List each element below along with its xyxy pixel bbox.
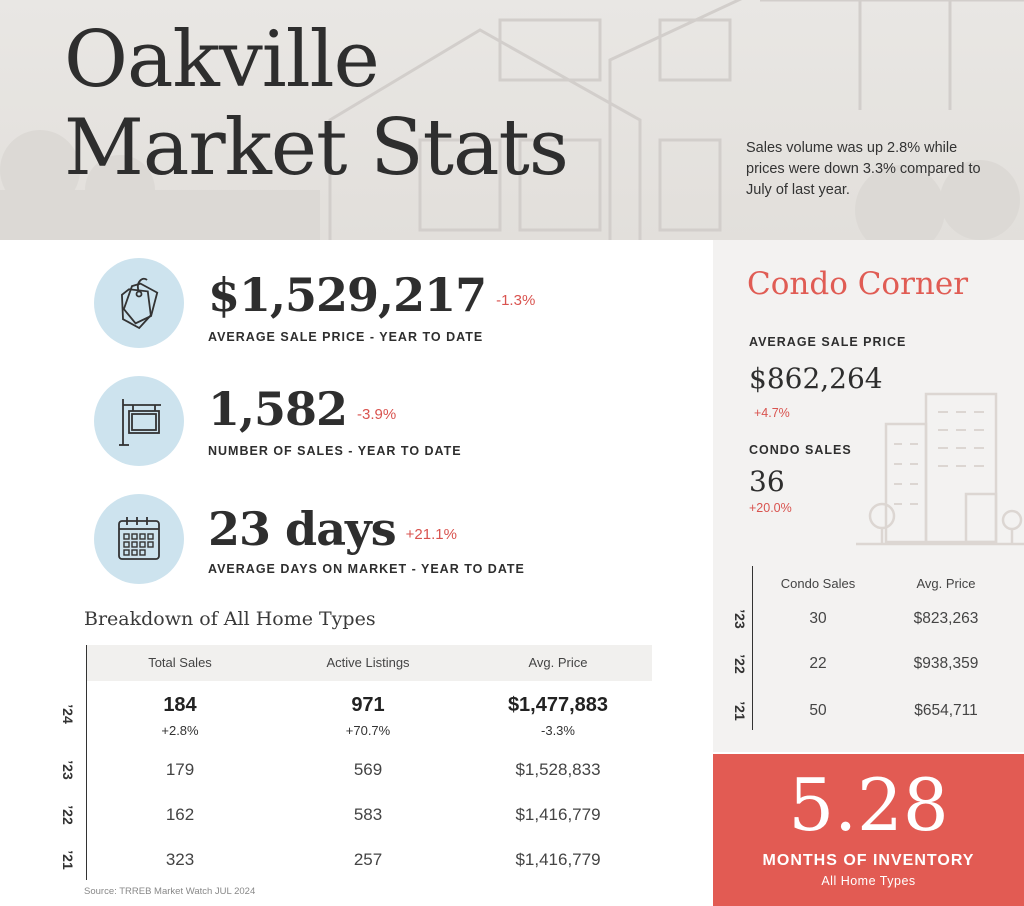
condo-sales-change: +20.0% <box>749 501 792 515</box>
condo-avg-price-label: AVERAGE SALE PRICE <box>749 335 907 349</box>
stat-label: AVERAGE DAYS ON MARKET - YEAR TO DATE <box>208 562 525 576</box>
column-header-active-listings: Active Listings <box>326 655 410 670</box>
cell-active-listings: 971 <box>351 694 385 716</box>
house-background-illustration <box>0 0 1024 240</box>
cell-avg-price: $1,416,779 <box>515 805 601 824</box>
cell-active-listings-change: +70.7% <box>345 723 391 738</box>
cell-total-sales-change: +2.8% <box>161 723 199 738</box>
calendar-icon <box>94 494 184 584</box>
row-year: ’21 <box>732 701 748 721</box>
row-year: ’23 <box>732 609 748 629</box>
column-header-condo-avg-price: Avg. Price <box>916 576 976 591</box>
cell-condo-avg-price: $823,263 <box>913 610 979 627</box>
condo-sales-label: CONDO SALES <box>749 443 852 457</box>
market-summary: Sales volume was up 2.8% while prices we… <box>746 140 981 198</box>
breakdown-table-header: Total Sales Active Listings Avg. Price <box>86 645 652 681</box>
cell-total-sales: 179 <box>165 760 195 779</box>
cell-condo-sales: 30 <box>809 610 827 627</box>
condo-avg-price-value: $862,264 <box>749 362 883 395</box>
title-line-1: Oakville <box>64 15 380 105</box>
cell-active-listings: 257 <box>353 850 383 869</box>
table-divider <box>86 645 87 880</box>
months-of-inventory-panel: 5.28 MONTHS OF INVENTORY All Home Types <box>713 754 1024 906</box>
cell-avg-price: $1,528,833 <box>515 760 601 779</box>
column-header-condo-sales: Condo Sales <box>780 576 856 591</box>
cell-condo-avg-price: $654,711 <box>914 702 978 719</box>
condo-corner-panel <box>713 240 1024 752</box>
cell-avg-price: $1,477,883 <box>507 694 609 716</box>
condo-table-divider <box>752 566 753 730</box>
stat-label: NUMBER OF SALES - YEAR TO DATE <box>208 444 462 458</box>
stat-label: AVERAGE SALE PRICE - YEAR TO DATE <box>208 330 484 344</box>
header-banner: Oakville Market Stats Sales volume was u… <box>0 0 1024 240</box>
row-year: ’22 <box>60 805 76 825</box>
row-year: ’21 <box>60 850 76 870</box>
stat-change: -3.9% <box>357 406 397 423</box>
inventory-label: MONTHS OF INVENTORY <box>762 852 975 869</box>
cell-total-sales: 323 <box>165 850 195 869</box>
cell-avg-price-change: -3.3% <box>541 723 575 738</box>
cell-active-listings: 583 <box>353 805 383 824</box>
page-title: Oakville Market Stats <box>64 15 569 193</box>
row-year: ’22 <box>732 654 748 674</box>
column-header-total-sales: Total Sales <box>148 655 212 670</box>
row-year: ’24 <box>60 704 76 724</box>
inventory-sub-label: All Home Types <box>821 874 916 888</box>
price-tag-icon <box>94 258 184 348</box>
cell-total-sales: 184 <box>163 694 197 716</box>
row-year: ’23 <box>60 760 76 780</box>
cell-active-listings: 569 <box>353 760 383 779</box>
stat-value: 23 days +21.1% <box>208 502 457 556</box>
column-header-avg-price: Avg. Price <box>528 655 588 670</box>
cell-total-sales: 162 <box>165 805 195 824</box>
stat-change: -1.3% <box>496 292 536 309</box>
for-sale-sign-icon <box>94 376 184 466</box>
condo-avg-price-change: +4.7% <box>754 406 790 420</box>
breakdown-title: Breakdown of All Home Types <box>84 608 376 630</box>
cell-condo-sales: 50 <box>809 702 827 719</box>
stat-change: +21.1% <box>405 526 457 543</box>
condo-building-illustration <box>856 392 1024 546</box>
title-line-2: Market Stats <box>64 103 569 193</box>
inventory-value: 5.28 <box>788 763 949 847</box>
condo-corner-title: Condo Corner <box>747 266 969 302</box>
cell-avg-price: $1,416,779 <box>515 850 601 869</box>
cell-condo-sales: 22 <box>809 655 827 672</box>
cell-condo-avg-price: $938,359 <box>913 655 979 672</box>
condo-sales-value: 36 <box>749 465 785 498</box>
stat-value: 1,582 -3.9% <box>208 382 397 436</box>
stat-value: $1,529,217 -1.3% <box>208 268 536 322</box>
source-note: Source: TRREB Market Watch JUL 2024 <box>84 886 256 897</box>
